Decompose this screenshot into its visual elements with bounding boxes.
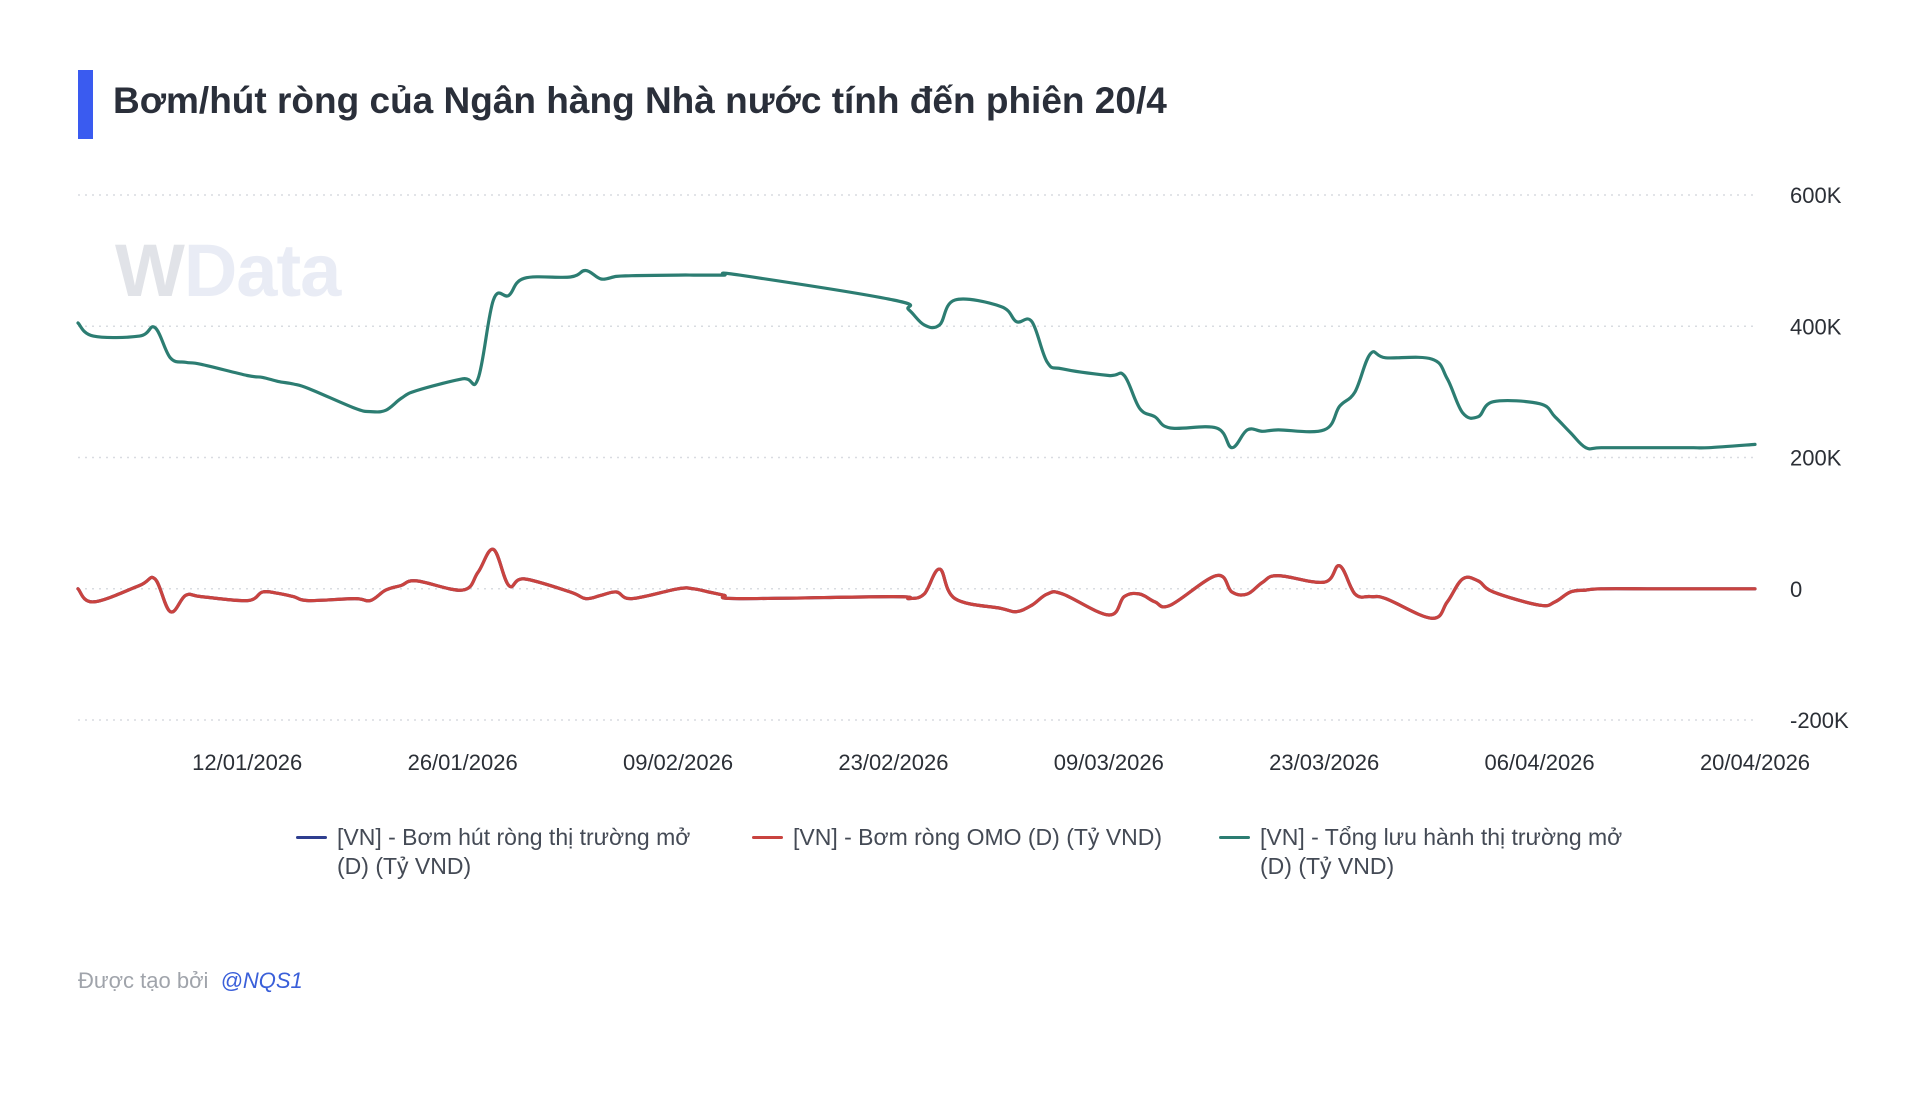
- legend-label: [VN] - Bơm hút ròng thị trường mở: [337, 824, 691, 850]
- x-axis-labels: 12/01/2026 26/01/2026 09/02/2026 23/02/2026…: [192, 750, 1810, 775]
- x-tick-label: 23/02/2026: [838, 750, 948, 775]
- grid-lines: [78, 194, 1755, 721]
- legend-swatch: [296, 836, 327, 839]
- legend-label-line2: (D) (Tỷ VND): [1260, 853, 1395, 879]
- y-tick-label: 600K: [1790, 183, 1842, 208]
- legend-label-line2: (D) (Tỷ VND): [337, 853, 472, 879]
- x-tick-label: 09/03/2026: [1054, 750, 1164, 775]
- series-line-1: [76, 547, 1757, 620]
- series-line-3: [76, 268, 1757, 451]
- footer-credit: Được tạo bởi @NQS1: [78, 968, 303, 994]
- x-tick-label: 06/04/2026: [1485, 750, 1595, 775]
- chart-title: Bơm/hút ròng của Ngân hàng Nhà nước tính…: [113, 80, 1167, 121]
- x-tick-label: 20/04/2026: [1700, 750, 1810, 775]
- line-chart: 600K 400K 200K 0 -200K 12/01/2026 26/01/2026 0…: [76, 183, 1849, 775]
- author-link[interactable]: @NQS1: [220, 968, 303, 993]
- x-tick-label: 09/02/2026: [623, 750, 733, 775]
- y-tick-label: 0: [1790, 577, 1802, 602]
- title-accent-bar: [78, 70, 93, 139]
- watermark-logo: WData: [115, 229, 341, 312]
- legend-swatch: [752, 836, 783, 839]
- legend-label: [VN] - Tổng lưu hành thị trường mở: [1260, 824, 1623, 850]
- x-tick-label: 23/03/2026: [1269, 750, 1379, 775]
- footer-prefix: Được tạo bởi: [78, 968, 209, 993]
- x-tick-label: 26/01/2026: [408, 750, 518, 775]
- legend-swatch: [1219, 836, 1250, 839]
- x-tick-label: 12/01/2026: [192, 750, 302, 775]
- y-tick-label: 200K: [1790, 446, 1842, 471]
- series-lines: [76, 268, 1757, 620]
- y-tick-label: 400K: [1790, 314, 1842, 339]
- series-line-2: [76, 547, 1757, 620]
- legend-label: [VN] - Bơm ròng OMO (D) (Tỷ VND): [793, 824, 1163, 850]
- y-tick-label: -200K: [1790, 708, 1849, 733]
- y-axis-labels: 600K 400K 200K 0 -200K: [1790, 183, 1849, 733]
